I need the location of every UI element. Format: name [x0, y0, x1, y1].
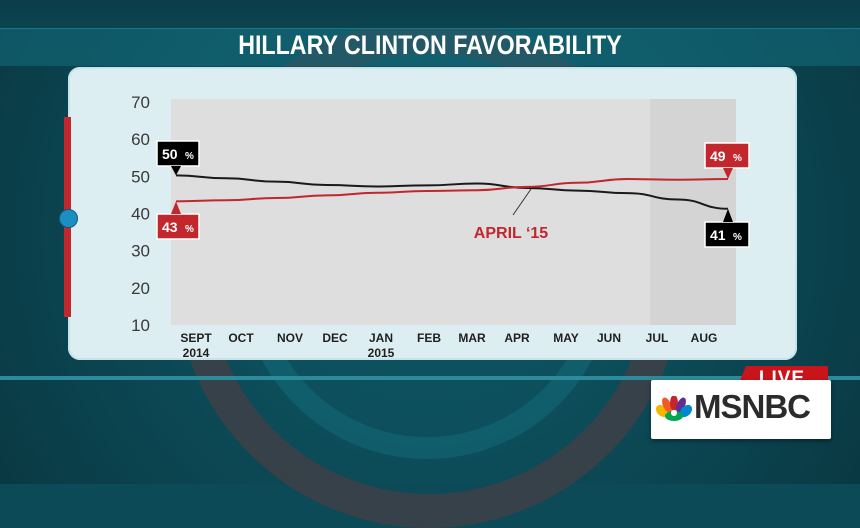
x-tick-label: JAN: [369, 331, 393, 345]
x-tick-label: FEB: [417, 331, 441, 345]
value-callout: 43%: [156, 201, 200, 240]
plot-area: [171, 99, 736, 325]
x-tick-label: JUN: [597, 331, 621, 345]
x-tick-label: JUL: [646, 331, 669, 345]
x-tick-label: SEPT: [180, 331, 212, 345]
callout-unit: %: [733, 153, 742, 164]
y-tick-label: 40: [131, 205, 150, 224]
network-name: MSNBC: [694, 388, 811, 425]
x-tick-label: 2014: [183, 346, 210, 360]
x-tick-label: AUG: [691, 331, 718, 345]
y-tick-label: 70: [131, 93, 150, 112]
x-tick-label: 2015: [368, 346, 395, 360]
callout-pointer: [723, 208, 733, 222]
network-logo: MSNBC: [651, 380, 831, 439]
series-line-0: [175, 174, 729, 210]
callout-box: [704, 221, 750, 248]
x-tick-label: MAY: [553, 331, 579, 345]
plot-area-shade: [650, 99, 736, 325]
callout-unit: %: [185, 151, 194, 162]
callout-value: 41: [710, 227, 726, 243]
chart-title: HILLARY CLINTON FAVORABILITY: [238, 30, 622, 60]
peacock-icon: [656, 396, 692, 421]
y-tick-label: 50: [131, 167, 150, 186]
y-tick-label: 20: [131, 279, 150, 298]
callout-value: 49: [710, 148, 726, 164]
callout-value: 50: [162, 146, 178, 162]
annotation-label: APRIL ‘15: [474, 225, 549, 242]
value-callout: 41%: [704, 208, 750, 248]
bottom-band: [0, 376, 860, 380]
annotation-leader: [512, 188, 532, 216]
callout-pointer: [723, 168, 733, 180]
series-line-1: [175, 178, 729, 203]
side-knob-icon: [59, 209, 78, 228]
x-tick-label: DEC: [322, 331, 348, 345]
x-tick-label: NOV: [277, 331, 303, 345]
value-callout: 49%: [704, 142, 750, 180]
y-tick-label: 30: [131, 242, 150, 261]
title-band: [0, 28, 860, 66]
callout-unit: %: [733, 232, 742, 243]
callout-value: 43: [162, 219, 178, 235]
callout-pointer: [171, 166, 181, 176]
x-tick-label: OCT: [228, 331, 254, 345]
value-callout: 50%: [156, 140, 200, 176]
x-tick-label: MAR: [458, 331, 486, 345]
callout-box: [156, 213, 200, 240]
callout-unit: %: [185, 224, 194, 235]
x-tick-label: APR: [504, 331, 530, 345]
callout-pointer: [171, 201, 181, 214]
y-tick-label: 60: [131, 130, 150, 149]
y-tick-label: 10: [131, 316, 150, 335]
